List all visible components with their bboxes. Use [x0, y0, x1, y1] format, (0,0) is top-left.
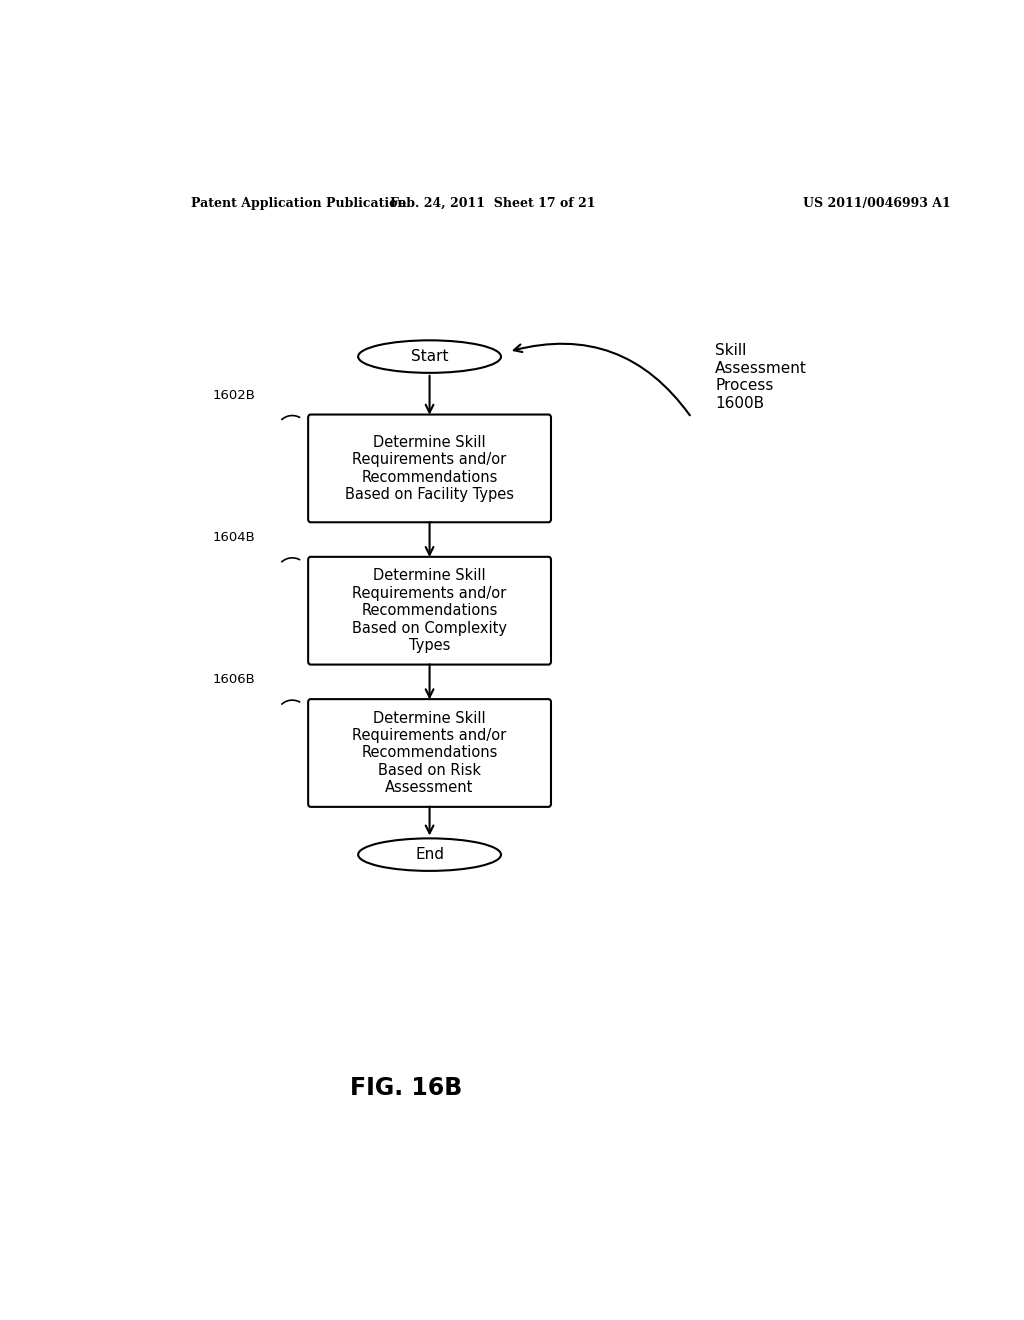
Text: 1604B: 1604B [212, 531, 255, 544]
Text: FIG. 16B: FIG. 16B [349, 1076, 462, 1101]
Text: Determine Skill
Requirements and/or
Recommendations
Based on Complexity
Types: Determine Skill Requirements and/or Reco… [352, 569, 507, 653]
Ellipse shape [358, 838, 501, 871]
Text: Determine Skill
Requirements and/or
Recommendations
Based on Facility Types: Determine Skill Requirements and/or Reco… [345, 434, 514, 502]
Text: US 2011/0046993 A1: US 2011/0046993 A1 [803, 197, 950, 210]
Text: Start: Start [411, 348, 449, 364]
FancyBboxPatch shape [308, 700, 551, 807]
FancyBboxPatch shape [308, 557, 551, 664]
Text: Skill
Assessment
Process
1600B: Skill Assessment Process 1600B [715, 343, 807, 411]
FancyBboxPatch shape [308, 414, 551, 523]
Text: End: End [415, 847, 444, 862]
Text: Determine Skill
Requirements and/or
Recommendations
Based on Risk
Assessment: Determine Skill Requirements and/or Reco… [352, 710, 507, 795]
Text: 1602B: 1602B [212, 388, 255, 401]
Text: Feb. 24, 2011  Sheet 17 of 21: Feb. 24, 2011 Sheet 17 of 21 [390, 197, 596, 210]
Text: 1606B: 1606B [212, 673, 255, 686]
Text: Patent Application Publication: Patent Application Publication [191, 197, 407, 210]
Ellipse shape [358, 341, 501, 372]
